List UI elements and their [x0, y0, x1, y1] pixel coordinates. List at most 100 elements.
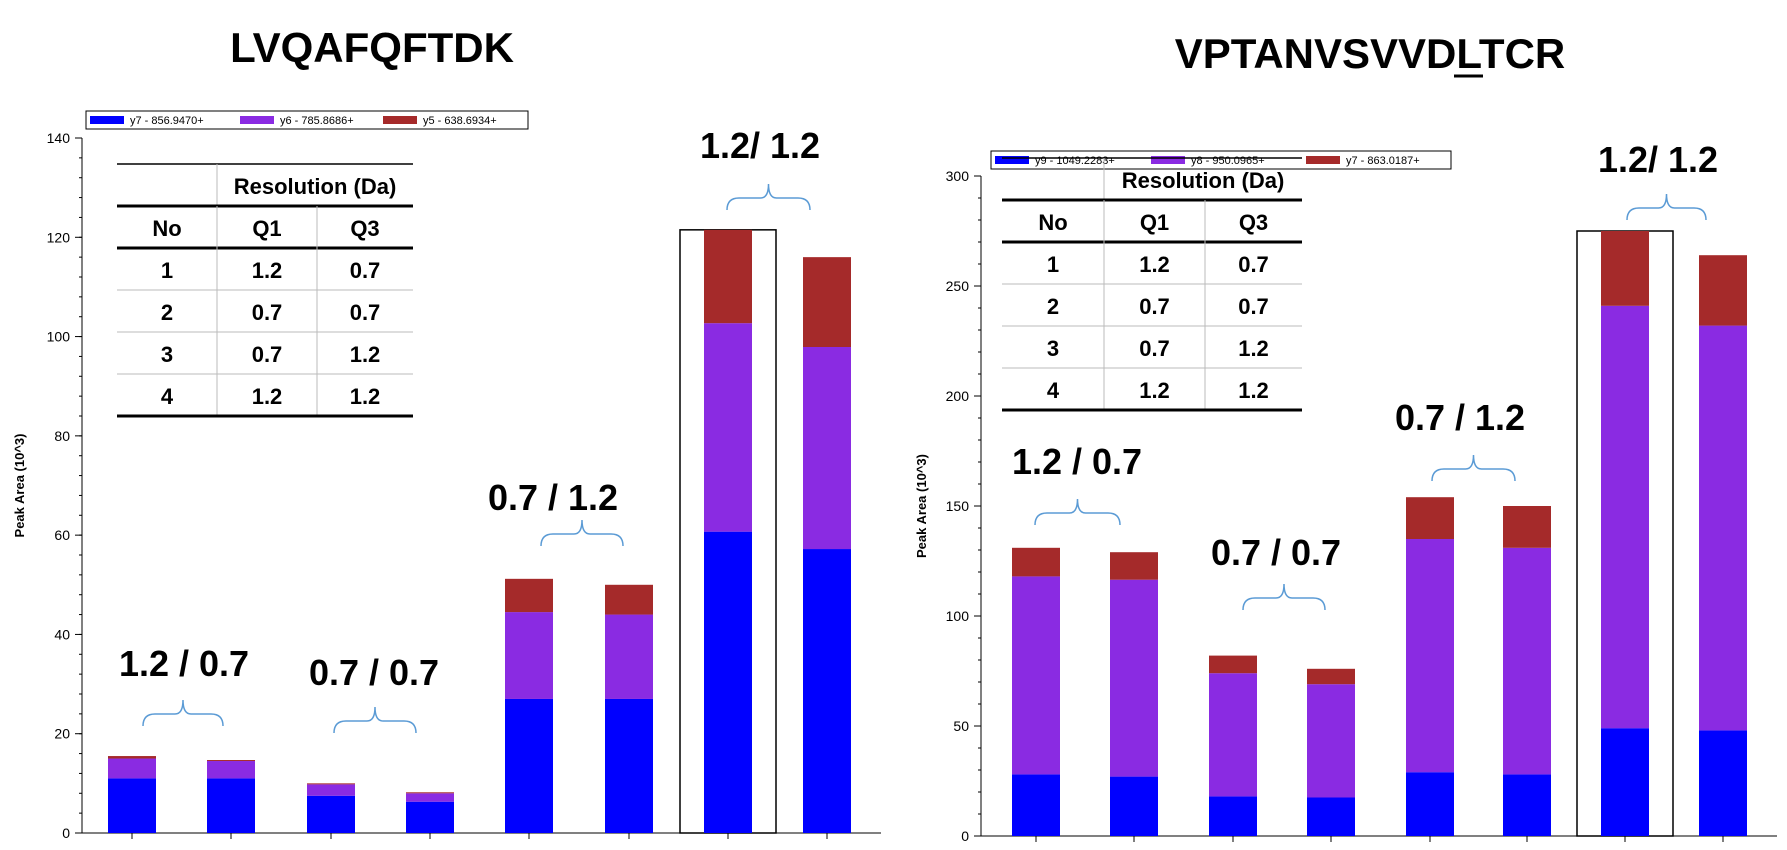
- bar-segment: [207, 761, 255, 779]
- table-cell: 1.2: [350, 384, 381, 409]
- legend-swatch: [1306, 156, 1340, 164]
- bar-segment: [1209, 655, 1257, 674]
- table-column-header: No: [1038, 210, 1067, 235]
- table-cell: 4: [161, 384, 174, 409]
- table-cell: 0.7: [1238, 252, 1269, 277]
- table-cell: 2: [161, 300, 173, 325]
- chart1: 0 20 40 60 80 100 120 140 Peak Area (10^3) y7 - 8…: [12, 110, 881, 841]
- table-cell: 0.7: [1139, 336, 1170, 361]
- table-cell: 0.7: [350, 300, 381, 325]
- y-tick-label: 50: [953, 718, 969, 734]
- bar-segment: [1110, 776, 1158, 836]
- table-column-header: Q3: [350, 216, 379, 241]
- bar-segment: [307, 784, 355, 796]
- table-column-header: Q1: [252, 216, 281, 241]
- table-cell: 1: [161, 258, 173, 283]
- table-cell: 2: [1047, 294, 1059, 319]
- table-cell: 1.2: [252, 258, 283, 283]
- y-tick-label: 20: [54, 726, 70, 742]
- group-bracket: [333, 706, 417, 734]
- bar-segment: [108, 756, 156, 759]
- bar-segment: [1307, 668, 1355, 685]
- bar-segment: [704, 531, 752, 833]
- group-label: 0.7 / 1.2: [1395, 397, 1525, 438]
- bar-segment: [704, 229, 752, 324]
- group-label: 0.7 / 1.2: [488, 477, 618, 518]
- y-tick-label: 140: [47, 130, 71, 146]
- bar-segment: [1601, 728, 1649, 836]
- bar-segment: [605, 698, 653, 833]
- y-tick-label: 0: [961, 828, 969, 844]
- bar-segment: [1406, 497, 1454, 539]
- resolution-table-2: Resolution (Da) No Q1 Q3 1 1.2 0.7 2 0.7 0.7 3 0.7 1…: [1002, 157, 1302, 412]
- bar-segment: [307, 783, 355, 785]
- bar-segment: [803, 257, 851, 347]
- group-label: 1.2/ 1.2: [1598, 139, 1718, 180]
- bar-segment: [605, 614, 653, 699]
- y-tick-label: 100: [946, 608, 970, 624]
- bar-segment: [1699, 730, 1747, 836]
- legend-label: y6 - 785.8686+: [280, 115, 354, 127]
- group-label: 1.2 / 0.7: [1012, 441, 1142, 482]
- y-tick-label: 120: [47, 229, 71, 245]
- y-tick-label: 250: [946, 278, 970, 294]
- table-cell: 1.2: [350, 342, 381, 367]
- table-column-header: Q1: [1140, 210, 1169, 235]
- y-tick-label: 60: [54, 527, 70, 543]
- legend-box: [85, 110, 529, 130]
- chart1-title: LVQAFQFTDK: [230, 24, 514, 71]
- bar-segment: [406, 801, 454, 833]
- bar-segment: [1209, 796, 1257, 836]
- bar-segment: [406, 792, 454, 794]
- bar-segment: [1503, 506, 1551, 548]
- bar-segment: [406, 793, 454, 802]
- bar-segment: [1406, 772, 1454, 836]
- bar-segment: [803, 346, 851, 550]
- bar-segment: [1012, 547, 1060, 577]
- legend-label: y5 - 638.6934+: [423, 115, 497, 127]
- bar-segment: [1110, 552, 1158, 580]
- group-label: 1.2/ 1.2: [700, 125, 820, 166]
- table-column-header: No: [152, 216, 181, 241]
- group-label: 0.7 / 0.7: [1211, 532, 1341, 573]
- bar-segment: [505, 612, 553, 699]
- bar-segment: [108, 758, 156, 779]
- legend-swatch: [383, 116, 417, 124]
- bar-segment: [605, 584, 653, 615]
- table-column-header: Q3: [1239, 210, 1268, 235]
- y-tick-label: 150: [946, 498, 970, 514]
- bar-segment: [1406, 539, 1454, 773]
- bar-segment: [207, 778, 255, 833]
- bar-segment: [1012, 576, 1060, 775]
- bar-segment: [704, 323, 752, 532]
- table-cell: 0.7: [1238, 294, 1269, 319]
- table-cell: 0.7: [252, 300, 283, 325]
- svg-text:VPTANVSVVDLTCR: VPTANVSVVDLTCR: [1175, 30, 1565, 77]
- bar-segment: [207, 760, 255, 762]
- legend-swatch: [1151, 156, 1185, 164]
- bar-segment: [108, 778, 156, 833]
- y-axis-label: Peak Area (10^3): [12, 434, 27, 538]
- group-label: 0.7 / 0.7: [309, 652, 439, 693]
- chart2-title: VPTANVSVVDLTCR: [1175, 30, 1565, 78]
- group-bracket: [1034, 498, 1121, 526]
- legend-label: y8 - 950.0965+: [1191, 155, 1265, 167]
- table-cell: 1: [1047, 252, 1059, 277]
- table-cell: 3: [1047, 336, 1059, 361]
- bar-segment: [505, 698, 553, 833]
- legend-swatch: [240, 116, 274, 124]
- table-cell: 0.7: [1139, 294, 1170, 319]
- table-header-group: Resolution (Da): [234, 174, 397, 199]
- table-cell: 1.2: [1139, 252, 1170, 277]
- bar-segment: [1307, 684, 1355, 798]
- legend-label: y7 - 856.9470+: [130, 115, 204, 127]
- bar-segment: [1503, 774, 1551, 836]
- group-bracket: [1242, 583, 1326, 611]
- legend-swatch: [995, 156, 1029, 164]
- bar-segment: [1601, 305, 1649, 729]
- bar-segment: [1307, 797, 1355, 836]
- legend-box: [990, 150, 1452, 170]
- table-cell: 4: [1047, 378, 1060, 403]
- table-cell: 0.7: [252, 342, 283, 367]
- bar-segment: [1209, 673, 1257, 797]
